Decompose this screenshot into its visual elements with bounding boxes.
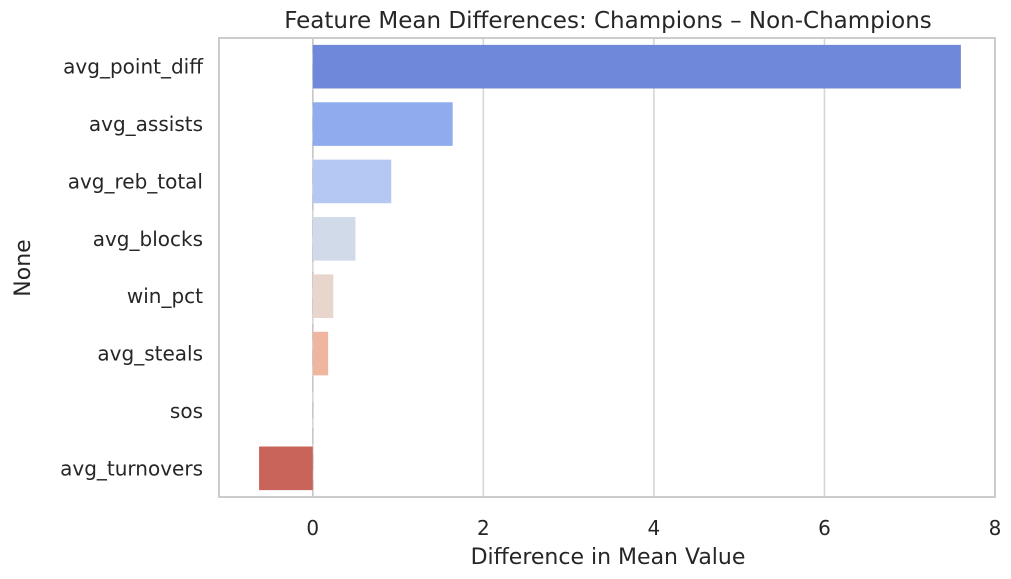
bar-avg-blocks — [312, 217, 356, 261]
x-tick-label: 8 — [989, 516, 1002, 540]
y-tick-label: sos — [170, 399, 203, 423]
y-tick-label: win_pct — [127, 284, 203, 308]
y-axis-label: None — [11, 239, 36, 296]
x-axis-label: Difference in Mean Value — [471, 545, 746, 570]
bar-avg-steals — [312, 331, 329, 376]
y-tick-label: avg_steals — [97, 342, 203, 366]
x-tick-labels: 0 2 4 6 8 — [306, 516, 1001, 540]
plot-frame — [218, 37, 996, 498]
bar-avg-point-diff — [312, 44, 961, 89]
x-tick-label: 4 — [648, 516, 661, 540]
x-tick-label: 6 — [818, 516, 831, 540]
y-tick-label: avg_point_diff — [63, 55, 204, 79]
bars — [259, 44, 961, 491]
x-tick-label: 0 — [306, 516, 319, 540]
y-tick-label: avg_reb_total — [68, 169, 203, 193]
bar-avg-reb-total — [312, 159, 392, 204]
y-tick-label: avg_assists — [89, 112, 203, 136]
bar-avg-turnovers — [259, 446, 313, 491]
y-tick-labels: avg_point_diff avg_assists avg_reb_totalav… — [60, 55, 204, 481]
bar-win-pct — [312, 274, 334, 318]
x-tick-label: 2 — [477, 516, 490, 540]
y-tick-label: avg_turnovers — [60, 456, 203, 480]
chart-title: Feature Mean Differences: Champions – No… — [284, 8, 932, 34]
bar-avg-assists — [312, 102, 453, 146]
y-tick-label: avg_blocks — [93, 227, 203, 251]
